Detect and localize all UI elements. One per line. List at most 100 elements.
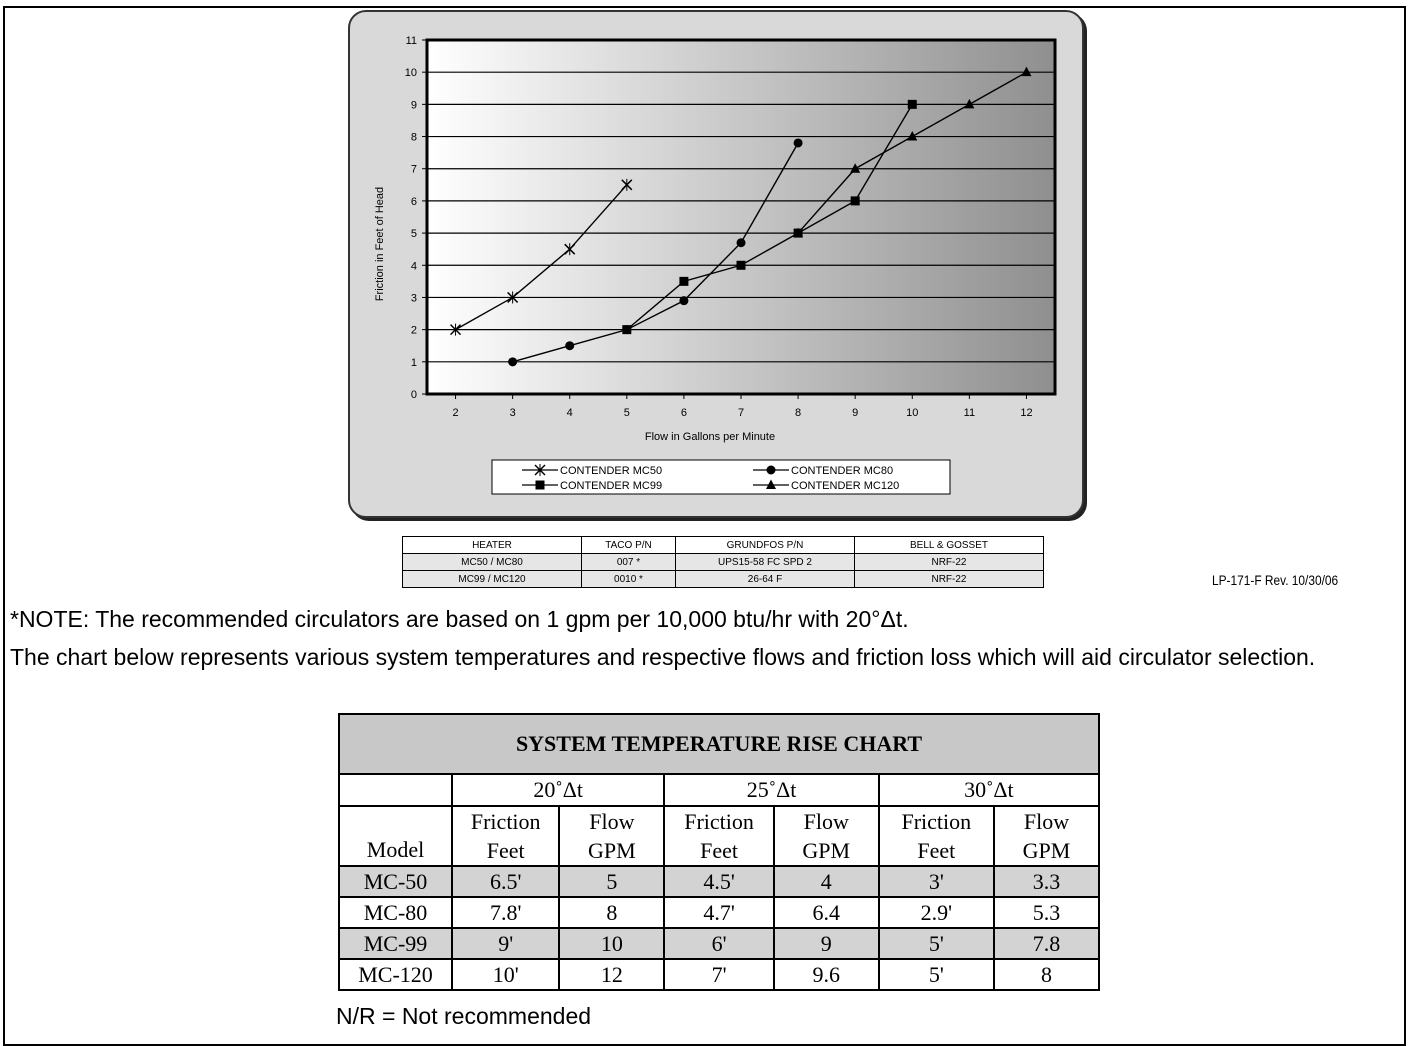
series-x — [450, 178, 633, 336]
data-point — [507, 291, 519, 304]
legend-label: CONTENDER MC99 — [560, 480, 662, 492]
x-tick-label: 6 — [681, 407, 687, 419]
blank-cell — [337, 773, 454, 807]
cell: 9.6 — [772, 958, 880, 991]
cell: 8 — [558, 896, 666, 929]
cell: 4 — [772, 865, 880, 898]
data-point — [907, 131, 918, 141]
cell: 6.4 — [772, 896, 880, 929]
x-tick-label: 4 — [567, 407, 573, 419]
cell: 7.8' — [451, 896, 561, 929]
data-point — [850, 196, 860, 206]
table-row: MC-50 6.5' 5 4.5' 4 3' 3.3 — [337, 865, 1101, 898]
cell: MC50 / MC80 — [402, 553, 582, 571]
data-point — [622, 325, 632, 335]
x-tick-label: 8 — [795, 407, 801, 419]
table-title-row: SYSTEM TEMPERATURE RISE CHART — [338, 713, 1100, 775]
y-tick-label: 3 — [411, 292, 417, 304]
y-tick-label: 1 — [411, 357, 417, 369]
sub-header: Flow GPM — [772, 805, 880, 867]
table-row: MC50 / MC80 007 * UPS15-58 FC SPD 2 NRF-… — [402, 553, 1044, 571]
data-point — [508, 357, 518, 367]
cell: 10 — [558, 927, 666, 960]
cell: 007 * — [581, 553, 676, 571]
series-line — [512, 142, 799, 363]
revision-label: LP-171-F Rev. 10/30/06 — [1212, 572, 1339, 588]
chart-description: The chart below represents various syste… — [10, 644, 1316, 670]
data-point — [679, 276, 689, 286]
table-title: SYSTEM TEMPERATURE RISE CHART — [338, 713, 1100, 775]
sub-header: Friction Feet — [663, 805, 775, 867]
x-tick-label: 11 — [964, 407, 975, 419]
chart-legend: CONTENDER MC50 CONTENDER MC80 CONTENDER MC… — [491, 459, 951, 495]
y-tick-label: 6 — [411, 196, 417, 208]
x-tick-label: 10 — [906, 407, 918, 419]
legend-marker — [534, 464, 546, 476]
group-30dt: 30˚Δt — [877, 773, 1101, 807]
data-point — [679, 296, 689, 306]
y-tick-label: 4 — [411, 260, 417, 272]
data-point — [736, 260, 746, 270]
temperature-rise-table: SYSTEM TEMPERATURE RISE CHART 20˚Δt 25˚Δ… — [337, 713, 1101, 991]
header-grundfos: GRUNDFOS P/N — [675, 536, 855, 554]
series-line — [626, 104, 913, 331]
series-line — [455, 184, 628, 331]
data-point — [907, 99, 917, 109]
data-point — [793, 138, 803, 148]
y-tick-label: 0 — [411, 389, 417, 401]
legend-marker — [535, 480, 545, 490]
cell: 2.9' — [877, 896, 995, 929]
sub-header-row: Model Friction Feet Flow GPM Friction Feet … — [337, 805, 1101, 867]
model-cell: MC-50 — [337, 865, 454, 898]
legend-marker — [766, 479, 776, 489]
x-tick-label: 2 — [452, 407, 458, 419]
legend-label: CONTENDER MC120 — [791, 480, 899, 492]
data-point — [793, 227, 804, 238]
cell: 12 — [558, 958, 666, 991]
legend-label: CONTENDER MC50 — [560, 465, 662, 477]
x-tick-label: 7 — [738, 407, 744, 419]
data-point — [736, 238, 746, 248]
cell: 5.3 — [992, 896, 1101, 929]
cell: 26-64 F — [675, 570, 855, 588]
cell: 3.3 — [992, 865, 1101, 898]
cell: NRF-22 — [854, 553, 1044, 571]
cell: 4.5' — [663, 865, 775, 898]
cell: 7' — [663, 958, 775, 991]
y-tick-label: 5 — [411, 228, 417, 240]
cell: NRF-22 — [854, 570, 1044, 588]
footnote: N/R = Not recommended — [336, 1003, 592, 1029]
plot-area — [425, 38, 1057, 396]
model-cell: MC-99 — [337, 927, 454, 960]
legend-item: CONTENDER MC80 — [753, 465, 893, 477]
x-tick-label: 9 — [852, 407, 858, 419]
y-tick-label: 7 — [411, 164, 417, 176]
cell: 5 — [558, 865, 666, 898]
sub-header: Flow GPM — [992, 805, 1101, 867]
data-point — [850, 163, 861, 173]
header-heater: HEATER — [402, 536, 582, 554]
cell: 6' — [663, 927, 775, 960]
chart-panel: 0 1 2 3 4 5 6 7 8 9 10 11 2 3 4 5 6 7 8 9 10 11 12 Flow in Gal… — [348, 10, 1084, 518]
cell: 3' — [877, 865, 995, 898]
legend-item: CONTENDER MC99 — [522, 480, 662, 492]
data-point — [1021, 66, 1032, 77]
table-row: MC-80 7.8' 8 4.7' 6.4 2.9' 5.3 — [337, 896, 1101, 929]
y-tick-label: 2 — [411, 325, 417, 337]
x-axis-title: Flow in Gallons per Minute — [645, 431, 775, 443]
cell: 6.5' — [451, 865, 561, 898]
cell: 7.8 — [992, 927, 1101, 960]
circulator-table: HEATER TACO P/N GRUNDFOS P/N BELL & GOSS… — [402, 536, 1044, 588]
cell: MC99 / MC120 — [402, 570, 582, 588]
legend-marker — [766, 465, 776, 475]
cell: 10' — [451, 958, 561, 991]
circulator-table-header: HEATER TACO P/N GRUNDFOS P/N BELL & GOSS… — [402, 536, 1044, 554]
data-point — [565, 341, 575, 351]
group-25dt: 25˚Δt — [663, 773, 880, 807]
cell: 4.7' — [663, 896, 775, 929]
data-point — [621, 178, 633, 191]
model-cell: MC-80 — [337, 896, 454, 929]
sub-header: Flow GPM — [558, 805, 666, 867]
cell: 5' — [877, 927, 995, 960]
